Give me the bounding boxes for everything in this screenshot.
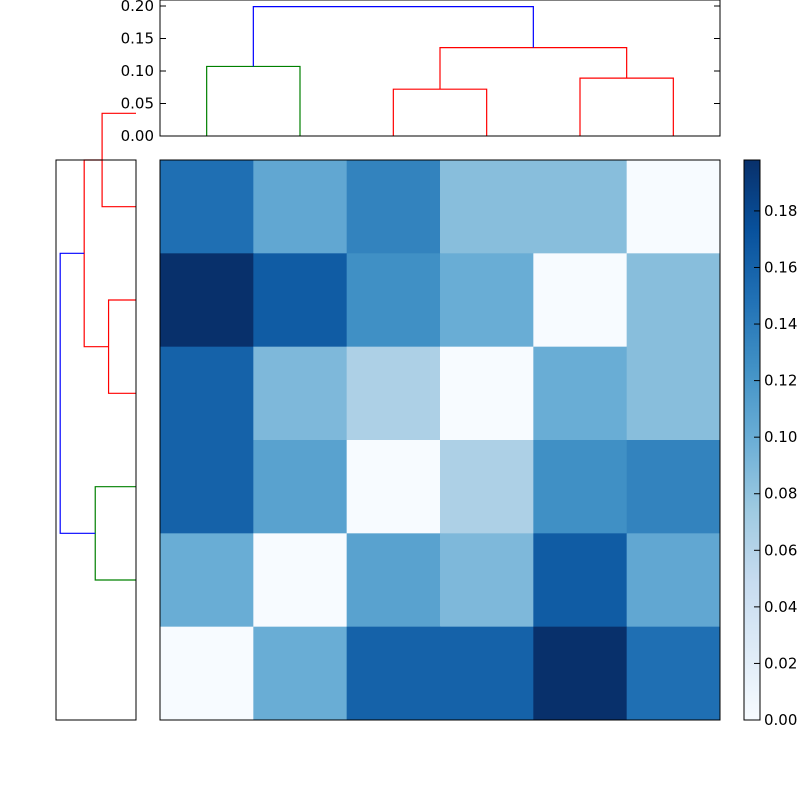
heatmap-cell	[440, 253, 534, 348]
heatmap-cell	[440, 160, 534, 254]
colorbar-tick-label: 0.18	[764, 202, 797, 220]
heatmap-cell	[626, 346, 721, 441]
heatmap-cell	[346, 626, 441, 721]
heatmap-frame	[159, 159, 721, 721]
colorbar-tick-label: 0.06	[764, 541, 797, 559]
left-dendrogram-link	[107, 299, 136, 394]
colorbar	[743, 159, 761, 721]
colorbar-tick-label: 0.14	[764, 315, 797, 333]
heatmap-cell	[626, 533, 721, 628]
heatmap-cell	[346, 253, 441, 348]
colorbar-tick-label: 0.12	[764, 372, 797, 390]
heatmap-cell	[533, 160, 628, 254]
heatmap-cell	[160, 533, 254, 628]
left-dendrogram-link	[59, 252, 96, 534]
heatmap-cell	[533, 626, 628, 721]
top-dendrogram-link	[252, 6, 534, 67]
top-dendrogram-tick-label: 0.00	[121, 127, 154, 145]
left-dendrogram-link	[83, 159, 109, 348]
heatmap-cell	[160, 440, 254, 534]
colorbar-tick-label: 0.08	[764, 485, 797, 503]
top-dendrogram-link	[579, 77, 674, 136]
heatmap-cell	[626, 160, 721, 254]
heatmap-cell	[626, 626, 721, 721]
heatmap-cell	[533, 346, 628, 441]
colorbar-ticks: 0.00 0.02 0.04 0.06 0.08 0.10 0.12 0.14 0.16 0.18	[754, 202, 797, 729]
heatmap-cell	[253, 346, 348, 441]
top-dendrogram: 0.00 0.05 0.10 0.15 0.20	[121, 0, 720, 145]
top-dendrogram-frame	[159, 0, 721, 137]
heatmap-cell	[533, 253, 628, 348]
heatmap-cell	[253, 253, 348, 348]
heatmap-cell	[626, 253, 721, 348]
heatmap-cell	[533, 440, 628, 534]
heatmap-cell	[440, 626, 534, 721]
top-dendrogram-link	[439, 46, 628, 90]
left-dendrogram	[59, 112, 136, 581]
heatmap-cell	[253, 533, 348, 628]
colorbar-tick-label: 0.10	[764, 428, 797, 446]
heatmap-cell	[160, 160, 254, 254]
heatmap-cell	[253, 626, 348, 721]
colorbar-tick-label: 0.16	[764, 258, 797, 276]
heatmap-cell	[533, 533, 628, 628]
heatmap-cell	[346, 533, 441, 628]
heatmap-cell	[440, 533, 534, 628]
heatmap-cell	[346, 346, 441, 441]
heatmap-cell	[346, 440, 441, 534]
heatmap-cell	[253, 160, 348, 254]
top-dendrogram-link	[392, 88, 488, 136]
heatmap-cell	[160, 346, 254, 441]
left-dendrogram-frame	[55, 159, 137, 721]
heatmap-cell	[440, 440, 534, 534]
heatmap-cell	[440, 346, 534, 441]
left-dendrogram-link	[94, 486, 136, 581]
top-dendrogram-tick-label: 0.20	[121, 0, 154, 15]
heatmap-cell	[253, 440, 348, 534]
heatmap	[160, 160, 721, 721]
top-dendrogram-tick-label: 0.10	[121, 62, 154, 80]
top-dendrogram-tick-label: 0.05	[121, 95, 154, 113]
colorbar-tick-label: 0.02	[764, 654, 797, 672]
colorbar-tick-label: 0.00	[764, 711, 797, 729]
heatmap-cell	[160, 626, 254, 721]
top-dendrogram-tick-label: 0.15	[121, 30, 154, 48]
heatmap-cell	[626, 440, 721, 534]
top-dendrogram-link	[206, 65, 301, 136]
colorbar-tick-label: 0.04	[764, 598, 797, 616]
heatmap-cell	[160, 253, 254, 348]
heatmap-cell	[346, 160, 441, 254]
